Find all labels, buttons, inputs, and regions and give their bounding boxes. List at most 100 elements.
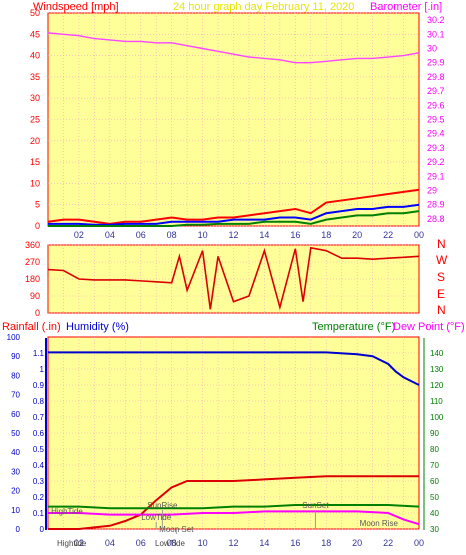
lowtide-bottom-label: LowTide bbox=[155, 539, 185, 548]
x-tick-label: 02 bbox=[74, 538, 84, 548]
compass-w: W bbox=[436, 253, 448, 267]
humidity-tick-label: 40 bbox=[11, 448, 20, 457]
wind-tick-label: 45 bbox=[30, 29, 40, 39]
temperature-tick-label: 140 bbox=[430, 349, 444, 358]
x-tick-label: 04 bbox=[105, 230, 115, 240]
direction-tick-label: 180 bbox=[25, 274, 40, 284]
event-label: Moon Set bbox=[159, 525, 194, 534]
rain-tick-label: 0.3 bbox=[33, 477, 45, 486]
compass-s: S bbox=[437, 270, 445, 284]
barometer-title: Barometer [.in] bbox=[370, 1, 442, 13]
temperature-line bbox=[48, 504, 420, 510]
baro-tick-label: 29.3 bbox=[427, 143, 445, 153]
rain-tick-label: 0.4 bbox=[33, 461, 45, 470]
x-tick-label: 22 bbox=[383, 538, 393, 548]
baro-tick-label: 29.1 bbox=[427, 171, 445, 181]
event-label: HighTide bbox=[51, 507, 83, 516]
direction-line bbox=[47, 246, 420, 311]
humidity-tick-label: 70 bbox=[11, 391, 20, 400]
temperature-tick-label: 130 bbox=[430, 365, 444, 374]
direction-tick-label: 0 bbox=[35, 308, 40, 318]
x-tick-label: 08 bbox=[167, 230, 177, 240]
x-tick-label: 14 bbox=[259, 230, 269, 240]
x-tick-label: 04 bbox=[105, 538, 115, 548]
baro-tick-label: 29.7 bbox=[427, 86, 445, 96]
humidity-tick-label: 10 bbox=[11, 506, 20, 515]
rain-tick-label: 0.5 bbox=[33, 445, 45, 454]
compass-e: E bbox=[437, 287, 445, 301]
baro-tick-label: 30.1 bbox=[427, 29, 445, 39]
wind-tick-label: 35 bbox=[30, 72, 40, 82]
humidity-tick-label: 0 bbox=[16, 525, 21, 534]
grid-lines bbox=[48, 12, 419, 530]
rain-tick-label: 0.6 bbox=[33, 429, 45, 438]
x-tick-label: 16 bbox=[290, 230, 300, 240]
humidity-tick-label: 90 bbox=[11, 352, 20, 361]
humidity-line bbox=[48, 351, 420, 386]
x-tick-label: 10 bbox=[198, 230, 208, 240]
x-tick-label: 20 bbox=[352, 230, 362, 240]
baro-tick-label: 29.9 bbox=[427, 58, 445, 68]
tick-labels: 0202040406060808101012121414161618182020… bbox=[7, 8, 445, 548]
temperature-tick-label: 40 bbox=[430, 509, 439, 518]
humidity-tick-label: 60 bbox=[11, 410, 20, 419]
x-tick-label: 06 bbox=[136, 230, 146, 240]
rain-tick-label: 0.7 bbox=[33, 413, 45, 422]
wind-tick-label: 50 bbox=[30, 8, 40, 18]
rain-tick-label: 1.1 bbox=[33, 349, 45, 358]
graph-title: 24 hour graph day February 11, 2020 bbox=[173, 1, 354, 13]
barometer-line bbox=[47, 32, 420, 64]
humidity-tick-label: 30 bbox=[11, 467, 20, 476]
rain-tick-label: 0.2 bbox=[33, 493, 45, 502]
humidity-legend: Humidity (%) bbox=[66, 321, 129, 333]
temperature-tick-label: 100 bbox=[430, 413, 444, 422]
compass-n-top: N bbox=[437, 237, 446, 251]
event-label: SunRise bbox=[147, 501, 178, 510]
humidity-tick-label: 100 bbox=[7, 333, 21, 342]
baro-tick-label: 29 bbox=[427, 186, 437, 196]
baro-tick-label: 30.2 bbox=[427, 15, 445, 25]
event-label: LowTide bbox=[141, 513, 171, 522]
x-tick-label: 08 bbox=[167, 538, 177, 548]
hightide-bottom-label: Hightide bbox=[57, 539, 87, 548]
event-label: SunSet bbox=[302, 501, 329, 510]
humidity-tick-label: 80 bbox=[11, 371, 20, 380]
baro-tick-label: 30 bbox=[427, 44, 437, 54]
baro-tick-label: 29.8 bbox=[427, 72, 445, 82]
wind-tick-label: 5 bbox=[35, 200, 40, 210]
x-tick-label: 02 bbox=[74, 230, 84, 240]
x-tick-label: 18 bbox=[321, 538, 331, 548]
temperature-tick-label: 90 bbox=[430, 429, 439, 438]
temperature-tick-label: 30 bbox=[430, 525, 439, 534]
rain-tick-label: 0 bbox=[40, 525, 45, 534]
temperature-tick-label: 120 bbox=[430, 381, 444, 390]
baro-tick-label: 29.6 bbox=[427, 100, 445, 110]
x-tick-label: 14 bbox=[259, 538, 269, 548]
direction-tick-label: 270 bbox=[25, 257, 40, 267]
wind-series-line bbox=[48, 210, 420, 227]
temperature-tick-label: 50 bbox=[430, 493, 439, 502]
x-tick-label: 16 bbox=[290, 538, 300, 548]
wind-tick-label: 25 bbox=[30, 115, 40, 125]
humidity-tick-label: 50 bbox=[11, 429, 20, 438]
rain-tick-label: 0.9 bbox=[33, 381, 45, 390]
baro-tick-label: 28.8 bbox=[427, 214, 445, 224]
event-label: Moon Rise bbox=[360, 519, 399, 528]
rainfall-line bbox=[48, 475, 419, 530]
wind-tick-label: 30 bbox=[30, 93, 40, 103]
wind-tick-label: 15 bbox=[30, 157, 40, 167]
rain-tick-label: 0.1 bbox=[33, 509, 45, 518]
baro-tick-label: 29.5 bbox=[427, 115, 445, 125]
x-tick-label: 12 bbox=[228, 538, 238, 548]
windspeed-title: Windspeed [mph] bbox=[33, 1, 119, 13]
wind-series-line bbox=[48, 203, 420, 226]
wind-tick-label: 20 bbox=[30, 136, 40, 146]
x-tick-label: 18 bbox=[321, 230, 331, 240]
compass-n-bottom: N bbox=[437, 303, 446, 317]
series-layer bbox=[47, 32, 420, 534]
rain-tick-label: 0.8 bbox=[33, 397, 45, 406]
direction-tick-label: 360 bbox=[25, 240, 40, 250]
temperature-legend: Temperature (°F) bbox=[312, 321, 395, 333]
wind-tick-label: 40 bbox=[30, 51, 40, 61]
